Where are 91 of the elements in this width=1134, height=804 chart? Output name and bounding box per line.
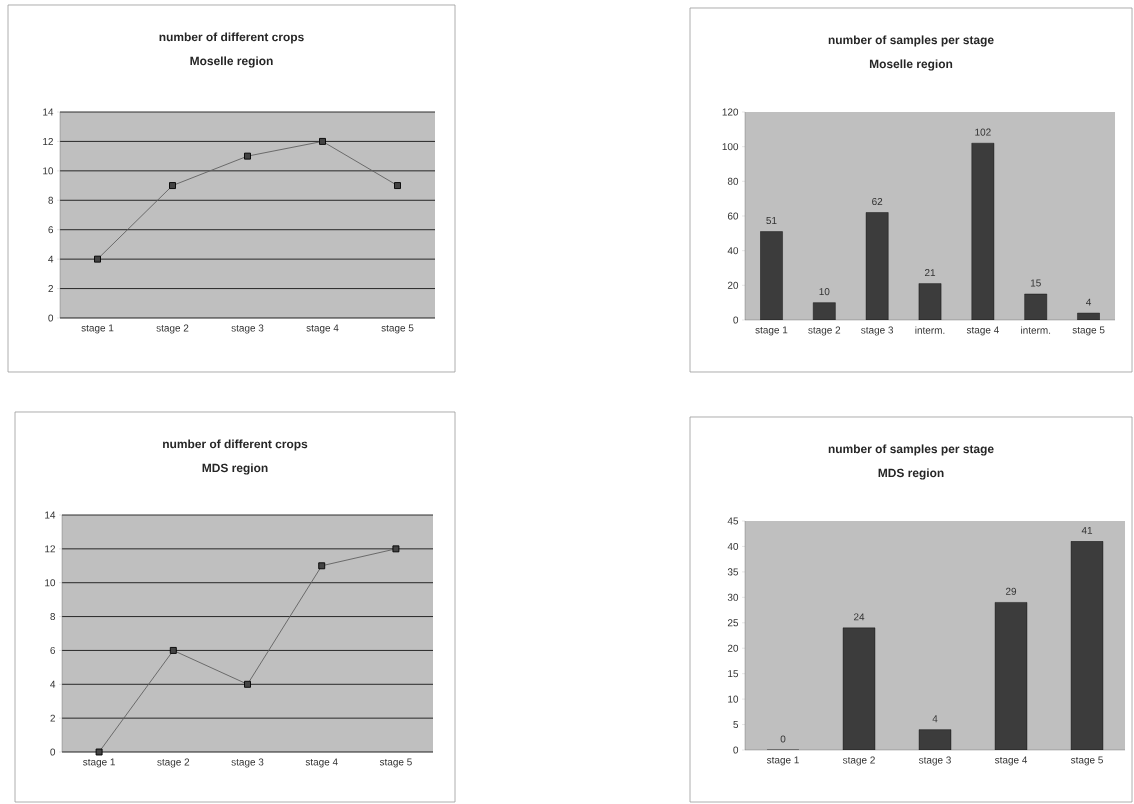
x-tick-label: stage 4 [994,756,1028,766]
chart-subtitle: Moselle region [869,59,953,71]
y-tick-label: 20 [727,644,739,652]
point [95,748,103,756]
point [244,680,251,688]
chart-subtitle: MDS region [878,468,944,480]
x-tick-label: stage 5 [379,758,412,768]
bar [1070,541,1104,750]
y-tick-label: 0 [733,316,739,324]
y-tick-label: 6 [48,226,54,234]
y-tick-label: 120 [722,108,739,116]
data-label: 0 [780,735,786,743]
chart-subtitle: MDS region [202,463,268,475]
x-tick-label: stage 2 [157,758,190,768]
x-tick-label: stage 4 [306,324,339,334]
chart-title: number of different crops [159,32,304,44]
y-tick-label: 0 [50,748,56,756]
x-tick-label: stage 2 [842,756,875,766]
y-tick-label: 40 [727,247,739,255]
data-label: 41 [1081,526,1093,534]
y-tick-label: 8 [48,196,54,204]
chart-title: number of samples per stage [828,35,994,47]
bar [760,231,783,320]
chart-title: number of different crops [163,439,308,451]
x-tick-label: stage 5 [381,324,414,334]
y-tick-label: 35 [727,568,739,576]
x-tick-label: interm. [915,326,945,334]
y-tick-label: 80 [727,177,739,185]
y-tick-label: 40 [727,542,739,550]
y-tick-label: 8 [50,613,56,621]
bar [971,142,995,320]
y-tick-label: 60 [727,212,739,220]
x-tick-label: stage 4 [305,758,338,768]
data-label: 15 [1030,279,1041,287]
data-label: 102 [975,128,991,136]
data-label: 62 [872,197,883,205]
data-label: 21 [924,269,936,277]
bar [865,212,889,320]
y-tick-label: 30 [727,593,739,601]
x-tick-label: stage 3 [918,756,951,766]
x-tick-label: stage 5 [1072,326,1105,336]
y-tick-label: 100 [722,143,739,151]
chart-subtitle: Moselle region [190,56,273,68]
y-tick-label: 20 [727,281,739,289]
data-label: 10 [819,288,830,296]
x-tick-label: stage 2 [156,324,189,334]
bar [994,602,1028,750]
y-tick-label: 6 [50,646,56,654]
y-tick-label: 25 [727,619,739,627]
point [244,152,251,160]
y-tick-label: 10 [728,695,739,703]
y-tick-label: 45 [727,517,739,525]
bar [842,627,876,750]
point [169,182,176,190]
y-tick-label: 10 [45,579,56,587]
y-tick-label: 0 [48,314,54,322]
y-tick-label: 12 [45,545,55,553]
x-tick-label: stage 1 [81,324,114,334]
y-tick-label: 4 [50,680,56,688]
x-tick-label: stage 3 [231,324,264,334]
chart-title: number of samples per stage [828,444,994,456]
point [94,255,101,263]
data-label: 24 [853,613,865,621]
x-tick-label: stage 3 [861,326,894,336]
x-tick-label: interm. [1021,326,1051,334]
point [392,545,400,553]
x-tick-label: stage 4 [966,326,999,336]
y-tick-label: 14 [43,108,54,116]
point [169,646,177,654]
y-tick-label: 12 [43,137,53,145]
y-tick-label: 2 [50,714,55,722]
x-tick-label: stage 1 [766,756,799,766]
y-tick-label: 2 [48,285,53,293]
point [318,562,326,570]
x-tick-label: stage 3 [231,758,264,768]
y-tick-label: 4 [48,255,54,263]
x-tick-label: stage 1 [755,326,788,336]
data-label: 29 [1005,587,1017,595]
y-tick-label: 5 [733,721,739,729]
y-tick-label: 15 [728,670,739,678]
x-tick-label: stage 5 [1070,756,1103,766]
point [319,137,326,145]
data-label: 51 [766,217,777,225]
x-tick-label: stage 1 [83,758,115,768]
y-tick-label: 10 [43,167,54,175]
point [394,182,401,190]
data-label: 4 [1086,298,1092,306]
y-tick-label: 14 [45,511,56,519]
x-tick-label: stage 2 [808,326,841,336]
data-label: 4 [932,715,938,723]
y-tick-label: 0 [733,746,739,754]
